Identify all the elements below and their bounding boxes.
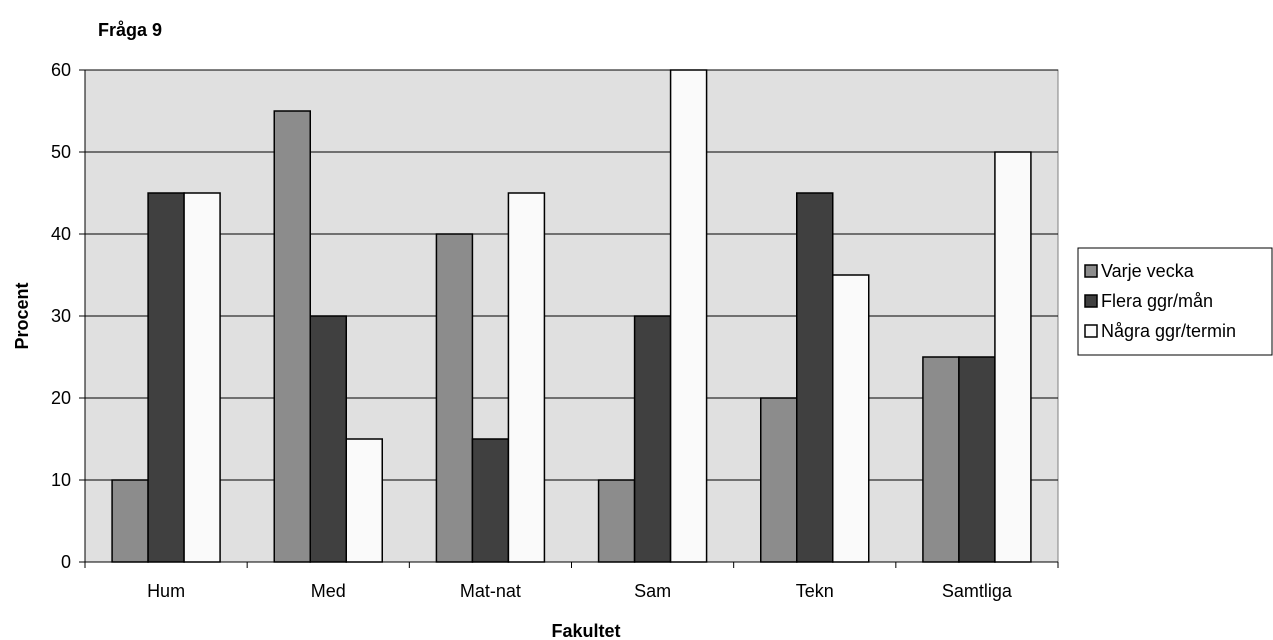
x-tick-label: Tekn xyxy=(796,581,834,601)
bar-med-1 xyxy=(309,315,347,563)
bar-mat-nat-0 xyxy=(435,233,474,563)
y-tick-label: 40 xyxy=(51,224,71,244)
bar-samtliga-1 xyxy=(958,356,996,563)
bar-samtliga-2 xyxy=(994,151,1032,563)
bar-hum-0 xyxy=(111,479,149,563)
legend-box xyxy=(1077,247,1273,356)
legend-swatch xyxy=(1084,264,1098,278)
bar-mat-nat-2 xyxy=(507,192,546,563)
y-tick-label: 0 xyxy=(61,552,71,572)
bar-med-2 xyxy=(345,438,383,563)
y-tick-label: 50 xyxy=(51,142,71,162)
bar-mat-nat-1 xyxy=(471,438,510,563)
x-axis-title: Fakultet xyxy=(551,621,620,640)
bar-tekn-2 xyxy=(832,274,870,563)
y-ticks: 0 10 20 30 40 50 60 xyxy=(51,60,85,572)
x-ticks: Hum Med Mat-nat Sam Tekn Samtliga xyxy=(84,562,1059,601)
legend: Varje vecka Flera ggr/mån Några ggr/termin xyxy=(1077,247,1273,356)
gridlines xyxy=(85,69,1058,481)
x-tick-label: Sam xyxy=(634,581,671,601)
bar-samtliga-0 xyxy=(922,356,960,563)
chart-title: Fråga 9 xyxy=(98,20,162,40)
bar-med-0 xyxy=(273,110,311,563)
bar-tekn-0 xyxy=(760,397,798,563)
y-tick-label: 20 xyxy=(51,388,71,408)
y-tick-label: 30 xyxy=(51,306,71,326)
legend-label: Flera ggr/mån xyxy=(1101,291,1213,311)
x-tick-label: Med xyxy=(311,581,346,601)
bar-hum-1 xyxy=(147,192,185,563)
y-tick-label: 60 xyxy=(51,60,71,80)
legend-swatch xyxy=(1084,324,1098,338)
bar-tekn-1 xyxy=(796,192,834,563)
y-tick-label: 10 xyxy=(51,470,71,490)
bars xyxy=(111,69,1032,563)
x-tick-label: Hum xyxy=(147,581,185,601)
legend-swatch xyxy=(1084,294,1098,308)
x-tick-label: Mat-nat xyxy=(460,581,521,601)
bar-sam-1 xyxy=(633,315,672,563)
legend-label: Några ggr/termin xyxy=(1101,321,1236,341)
x-tick-label: Samtliga xyxy=(942,581,1013,601)
bar-sam-2 xyxy=(669,69,708,563)
bar-sam-0 xyxy=(597,479,636,563)
bar-hum-2 xyxy=(183,192,221,563)
legend-label: Varje vecka xyxy=(1101,261,1195,281)
y-axis-title: Procent xyxy=(12,282,32,349)
